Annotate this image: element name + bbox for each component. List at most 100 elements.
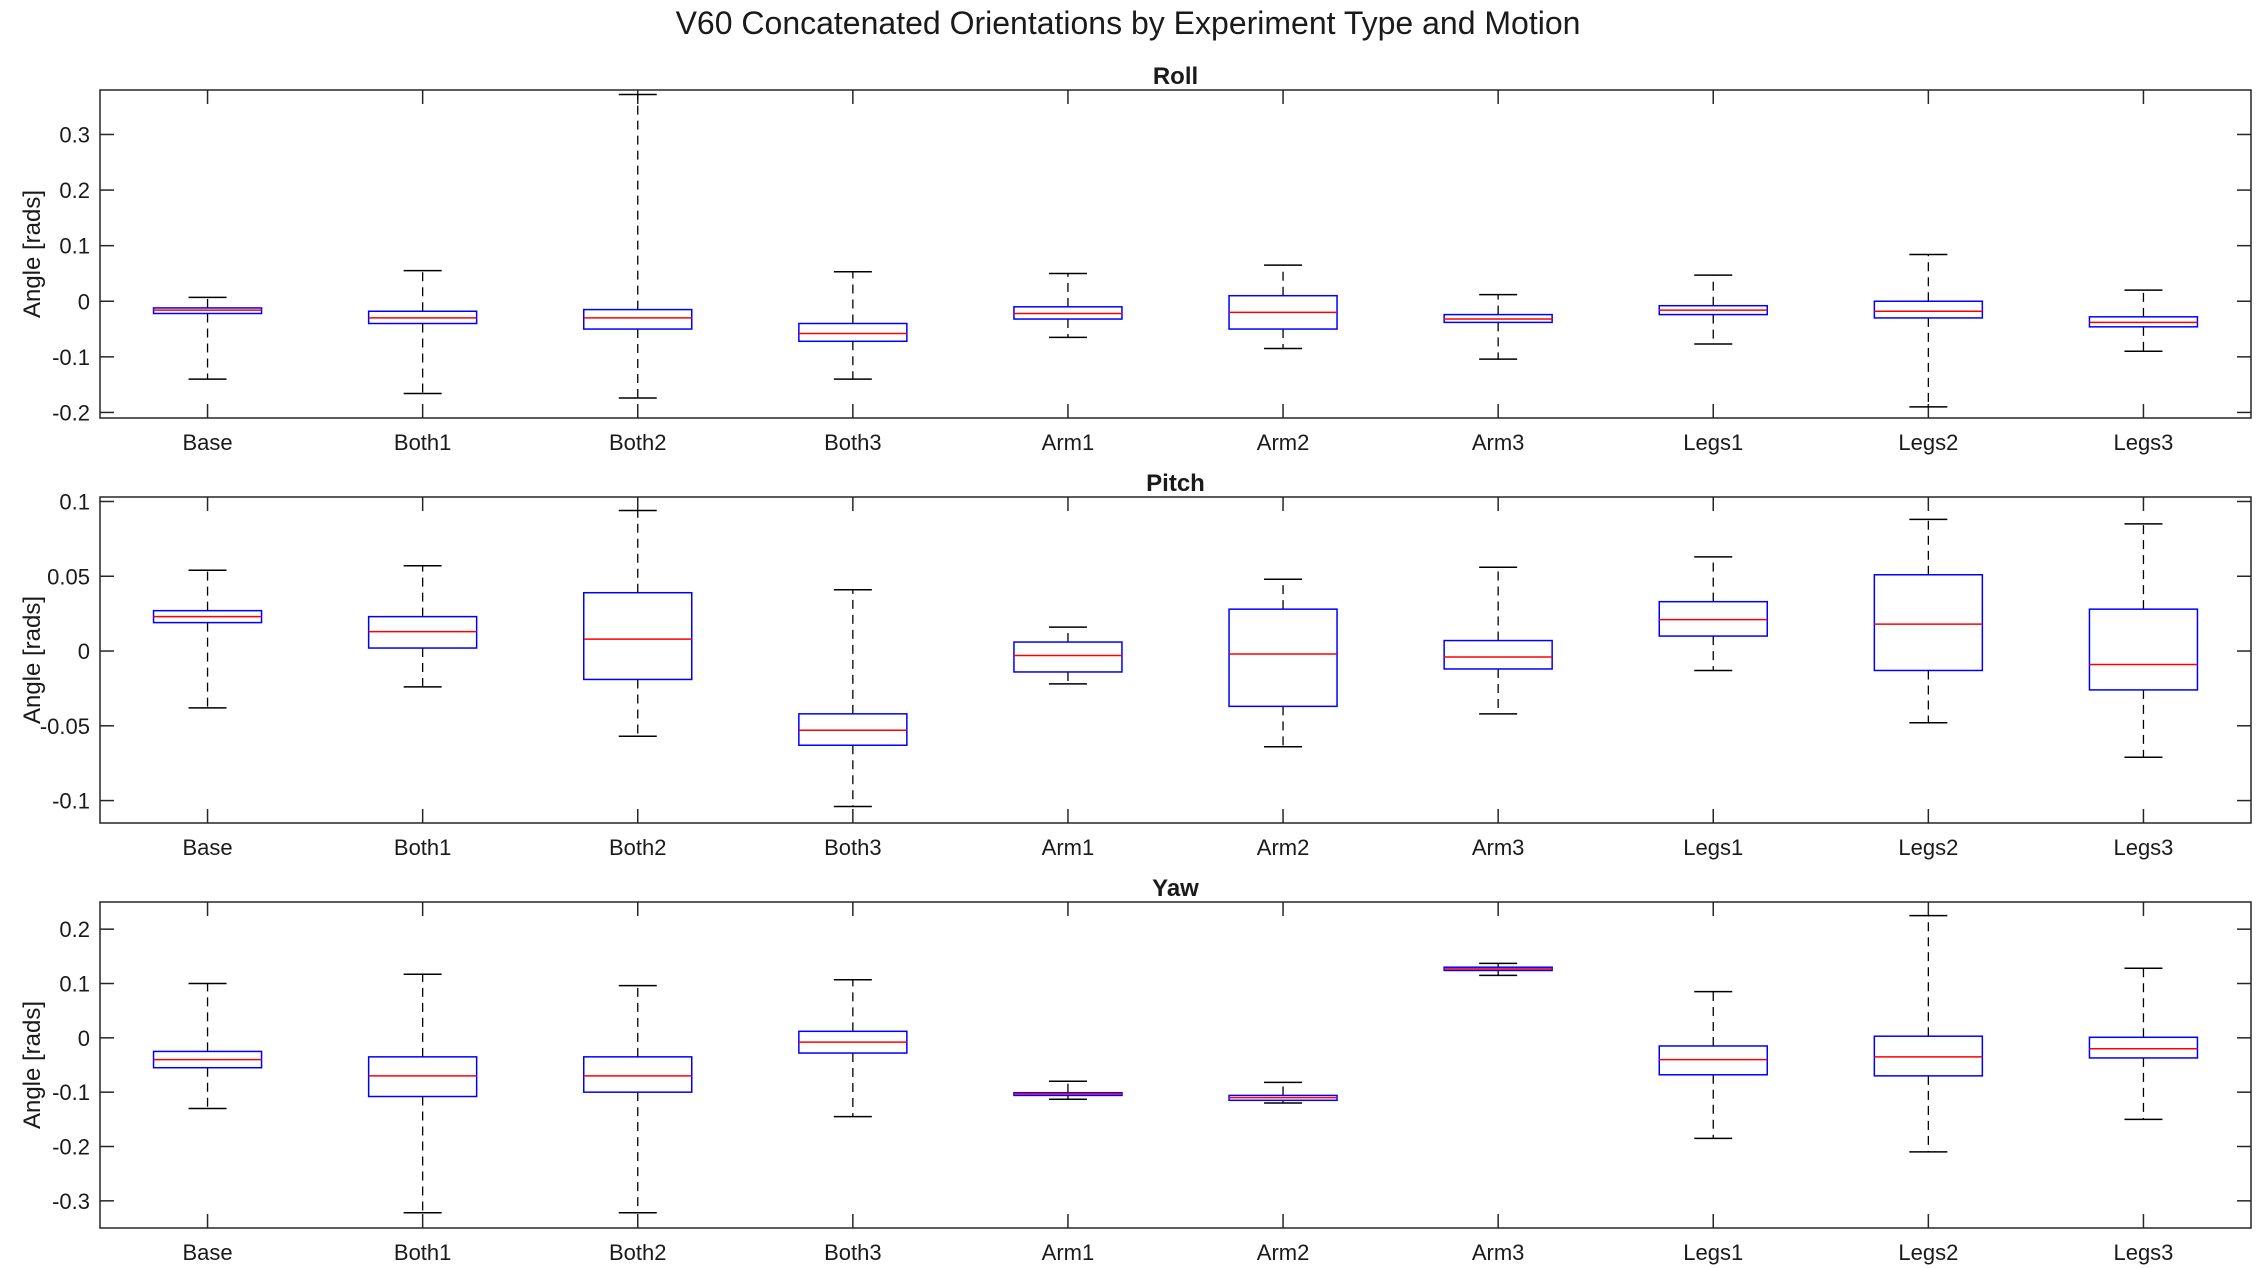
box-roll-base: Base [152,90,263,455]
box-iqr [583,1056,693,1093]
y-tick-label-yaw: 0.1 [59,972,90,997]
figure-title: V60 Concatenated Orientations by Experim… [676,5,1581,41]
box-roll-both2: Both2 [583,90,693,455]
y-tick-label-roll: -0.1 [52,345,90,370]
y-axis-label-roll: Angle [rads] [19,190,46,318]
panel-pitch: Pitch Angle [rads] -0.1 -0.05 0 0.05 0.1 Base Bo… [19,470,2252,860]
panel-roll: Roll Angle [rads] -0.2 -0.1 0 0.1 0.2 0.3 Base Bo… [19,63,2252,455]
y-tick-label-roll: 0 [78,289,90,314]
y-axis-label-pitch: Angle [rads] [19,596,46,724]
box-yaw-legs3: Legs3 [2088,902,2199,1265]
y-tick-label-roll: -0.2 [52,400,90,425]
x-tick-label-roll: Legs3 [2113,430,2173,455]
box-yaw-both3: Both3 [798,902,908,1265]
box-yaw-both1: Both1 [367,902,478,1265]
box-roll-both3: Both3 [798,90,908,455]
box-iqr [1873,300,1984,319]
box-pitch-both1: Both1 [367,497,478,860]
box-pitch-both3: Both3 [798,497,908,860]
panel-title-pitch: Pitch [1146,470,1205,497]
box-pitch-legs1: Legs1 [1658,497,1768,860]
y-tick-label-roll: 0.1 [59,234,90,259]
x-tick-label-roll: Both2 [609,430,667,455]
y-tick-label-roll: 0.2 [59,178,90,203]
box-yaw-arm1: Arm1 [1013,902,1123,1265]
x-tick-label-roll: Arm2 [1257,430,1310,455]
x-tick-label-roll: Both3 [824,430,882,455]
x-tick-label-yaw: Base [182,1240,232,1265]
y-tick-label-pitch: -0.1 [52,789,90,814]
x-tick-label-yaw: Legs2 [1898,1240,1958,1265]
x-tick-label-yaw: Both1 [394,1240,452,1265]
axes-frame-roll [99,89,2252,419]
box-yaw-base: Base [152,902,263,1265]
box-yaw-arm2: Arm2 [1228,902,1338,1265]
box-iqr [1873,574,1984,672]
box-iqr [798,322,908,343]
box-roll-legs3: Legs3 [2088,90,2199,455]
x-tick-label-roll: Arm1 [1042,430,1095,455]
box-pitch-legs2: Legs2 [1873,497,1984,860]
box-yaw-legs1: Legs1 [1658,902,1768,1265]
x-tick-label-roll: Base [182,430,232,455]
y-tick-label-pitch: 0.05 [47,564,90,589]
box-pitch-base: Base [152,497,263,860]
axes-frame-pitch [99,496,2252,824]
box-iqr [583,591,693,681]
x-tick-label-yaw: Arm1 [1042,1240,1095,1265]
y-tick-label-roll: 0.3 [59,122,90,147]
x-tick-label-yaw: Legs3 [2113,1240,2173,1265]
x-tick-label-yaw: Both3 [824,1240,882,1265]
x-tick-label-pitch: Legs2 [1898,835,1958,860]
x-tick-label-yaw: Both2 [609,1240,667,1265]
box-yaw-both2: Both2 [583,902,693,1265]
box-iqr [1228,608,1338,708]
x-tick-label-pitch: Both1 [394,835,452,860]
box-roll-legs2: Legs2 [1873,90,1984,455]
x-tick-label-pitch: Arm3 [1472,835,1525,860]
x-tick-label-pitch: Both2 [609,835,667,860]
box-iqr [583,308,693,330]
y-tick-label-yaw: 0.2 [59,917,90,942]
x-tick-label-roll: Both1 [394,430,452,455]
box-pitch-arm2: Arm2 [1228,497,1338,860]
y-tick-label-yaw: -0.1 [52,1080,90,1105]
x-tick-label-roll: Legs2 [1898,430,1958,455]
x-tick-label-roll: Arm3 [1472,430,1525,455]
panel-title-yaw: Yaw [1152,875,1199,902]
x-tick-label-yaw: Arm2 [1257,1240,1310,1265]
box-iqr [2088,1036,2199,1059]
box-roll-arm2: Arm2 [1228,90,1338,455]
box-iqr [1873,1035,1984,1077]
y-tick-label-yaw: -0.3 [52,1189,90,1214]
box-iqr [1658,1045,1768,1076]
y-tick-label-pitch: -0.05 [40,714,90,739]
y-tick-label-yaw: -0.2 [52,1135,90,1160]
box-pitch-arm3: Arm3 [1443,497,1553,860]
box-roll-arm3: Arm3 [1443,90,1553,455]
x-tick-label-pitch: Arm1 [1042,835,1095,860]
y-tick-label-yaw: 0 [78,1026,90,1051]
y-axis-label-yaw: Angle [rads] [19,1001,46,1129]
panel-yaw: Yaw Angle [rads] -0.3 -0.2 -0.1 0 0.1 0.2 Base Bo… [19,875,2252,1265]
box-pitch-arm1: Arm1 [1013,497,1123,860]
x-tick-label-roll: Legs1 [1683,430,1743,455]
box-roll-legs1: Legs1 [1658,90,1768,455]
box-roll-arm1: Arm1 [1013,90,1123,455]
box-iqr [2088,608,2199,691]
panel-title-roll: Roll [1153,63,1198,90]
x-tick-label-yaw: Arm3 [1472,1240,1525,1265]
axes-frame-yaw [99,901,2252,1229]
box-yaw-legs2: Legs2 [1873,902,1984,1265]
x-tick-label-yaw: Legs1 [1683,1240,1743,1265]
x-tick-label-pitch: Base [182,835,232,860]
box-iqr [1013,641,1123,673]
x-tick-label-pitch: Both3 [824,835,882,860]
x-tick-label-pitch: Legs1 [1683,835,1743,860]
box-yaw-arm3: Arm3 [1443,902,1553,1265]
box-pitch-both2: Both2 [583,497,693,860]
box-roll-both1: Both1 [367,90,478,455]
x-tick-label-pitch: Legs3 [2113,835,2173,860]
